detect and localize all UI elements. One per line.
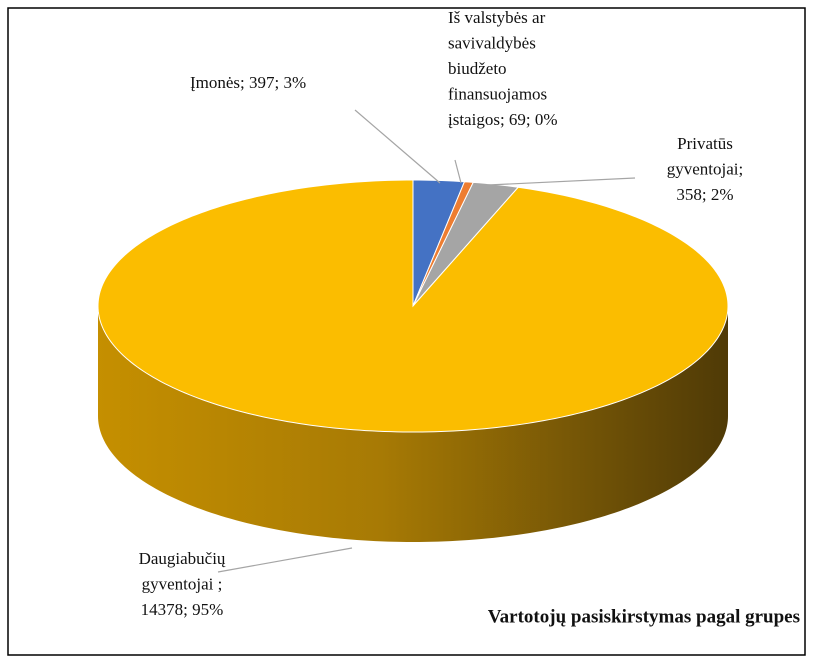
data-label: Iš valstybės ar bbox=[448, 8, 546, 27]
data-label: biudžeto bbox=[448, 59, 507, 78]
slice bbox=[97, 179, 729, 433]
data-label: gyventojai ; bbox=[142, 574, 223, 593]
data-label: įstaigos; 69; 0% bbox=[448, 110, 558, 129]
leader-line bbox=[454, 159, 462, 184]
data-label: 358; 2% bbox=[676, 185, 733, 204]
chart-title: Vartotojų pasiskirstymas pagal grupes bbox=[488, 606, 800, 627]
data-label: finansuojamos bbox=[448, 84, 547, 103]
leader-line bbox=[354, 109, 441, 184]
data-label: 14378; 95% bbox=[141, 600, 224, 619]
data-label: gyventojai; bbox=[667, 159, 743, 178]
leader-line bbox=[217, 547, 353, 573]
data-label: Įmonės; 397; 3% bbox=[190, 73, 306, 92]
leader-line bbox=[487, 177, 636, 186]
slice-side bbox=[98, 306, 728, 542]
data-label: savivaldybės bbox=[448, 33, 536, 52]
data-label: Daugiabučių bbox=[139, 549, 226, 568]
data-label: Privatūs bbox=[677, 134, 733, 153]
